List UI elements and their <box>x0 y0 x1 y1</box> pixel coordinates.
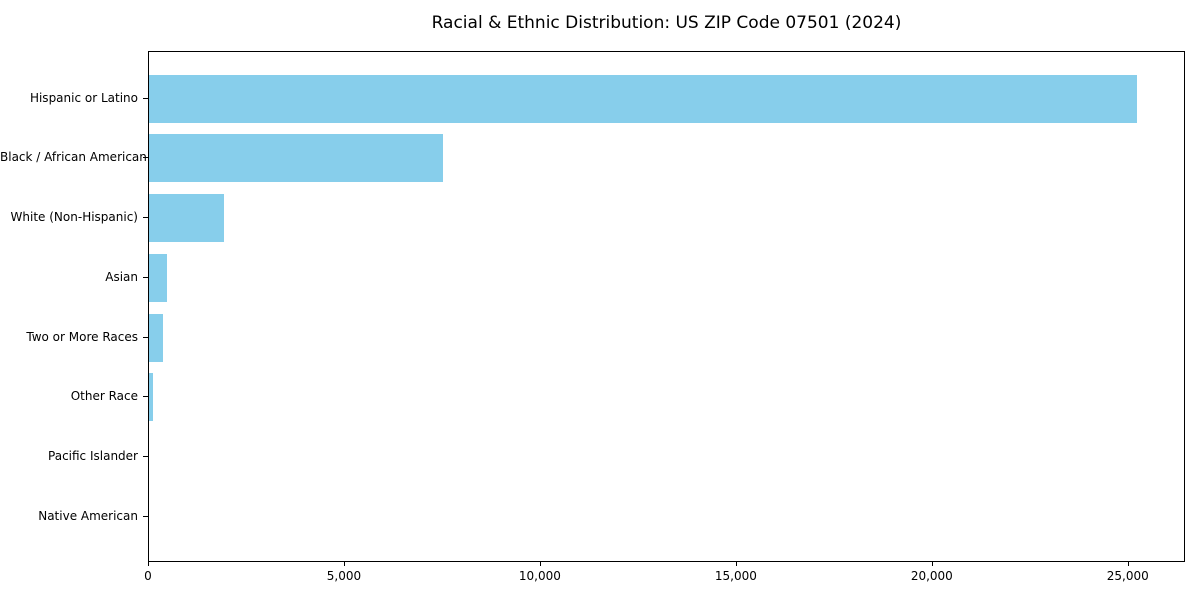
chart-title: Racial & Ethnic Distribution: US ZIP Cod… <box>431 13 902 33</box>
y-label-two-or-more-races: Two or More Races <box>26 329 138 344</box>
x-tick-label-10000: 10,000 <box>518 569 561 583</box>
y-tick-hispanic-or-latino <box>143 97 148 99</box>
y-tick-white-non-hispanic <box>143 217 148 218</box>
y-label-white-non-hispanic: White (Non-Hispanic) <box>10 210 138 224</box>
bar-two-or-more-races <box>149 313 163 362</box>
y-label-pacific-islander: Pacific Islander <box>48 449 138 463</box>
y-label-other-race: Other Race <box>70 389 138 404</box>
x-tick-label-20000: 20,000 <box>910 569 953 583</box>
y-label-hispanic-or-latino: Hispanic or Latino <box>29 90 138 105</box>
y-tick-two-or-more-races <box>143 336 148 338</box>
bar-hispanic-or-latino <box>149 74 1137 123</box>
y-tick-pacific-islander <box>143 456 148 457</box>
y-tick-other-race <box>143 396 148 398</box>
x-tick-15000 <box>735 561 737 566</box>
x-tick-5000 <box>343 561 345 566</box>
x-tick-label-25000: 25,000 <box>1106 569 1149 583</box>
y-tick-black-african-american <box>143 157 148 159</box>
bar-black-african-american <box>149 134 443 183</box>
x-tick-label-15000: 15,000 <box>714 569 757 583</box>
x-tick-0 <box>148 561 149 566</box>
plot-area <box>148 51 1185 562</box>
y-tick-asian <box>143 276 148 278</box>
y-tick-native-american <box>143 515 148 517</box>
x-tick-label-0: 0 <box>144 569 152 583</box>
bar-other-race <box>149 373 154 422</box>
y-label-black-african-american: Black / African American <box>0 150 147 165</box>
x-tick-25000 <box>1127 561 1129 566</box>
x-tick-label-5000: 5,000 <box>326 569 362 583</box>
bar-white-non-hispanic <box>149 194 225 242</box>
x-tick-20000 <box>931 561 933 566</box>
y-label-native-american: Native American <box>38 508 138 523</box>
bar-asian <box>149 253 167 302</box>
x-tick-10000 <box>539 561 541 566</box>
y-label-asian: Asian <box>105 269 138 284</box>
